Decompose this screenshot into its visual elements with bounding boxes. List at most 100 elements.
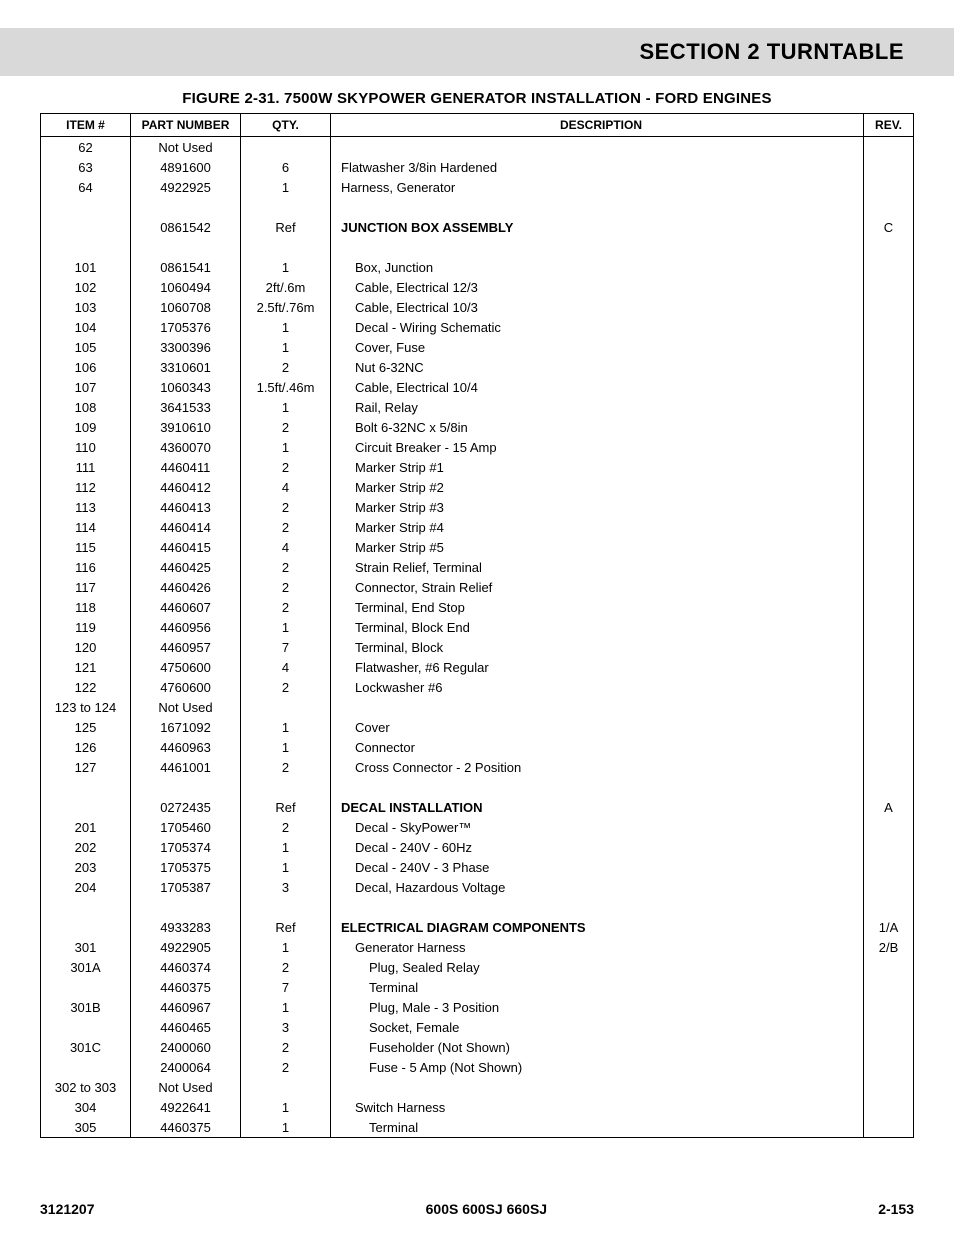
cell-item: 125	[41, 717, 131, 737]
cell-item: 106	[41, 357, 131, 377]
cell-rev	[864, 437, 914, 457]
table-row: 30544603751Terminal	[41, 1117, 914, 1138]
cell-desc: Plug, Sealed Relay	[331, 957, 864, 977]
cell-rev: 1/A	[864, 917, 914, 937]
cell-rev	[864, 957, 914, 977]
table-row: 10310607082.5ft/.76mCable, Electrical 10…	[41, 297, 914, 317]
cell-qty: 1	[241, 1117, 331, 1138]
table-row: 10417053761Decal - Wiring Schematic	[41, 317, 914, 337]
table-row: 10210604942ft/.6mCable, Electrical 12/3	[41, 277, 914, 297]
cell-part: 4460963	[131, 737, 241, 757]
cell-part: 1060494	[131, 277, 241, 297]
table-row: 11644604252Strain Relief, Terminal	[41, 557, 914, 577]
table-row	[41, 777, 914, 797]
cell-part: 4750600	[131, 657, 241, 677]
cell-rev	[864, 1097, 914, 1117]
cell-rev	[864, 157, 914, 177]
cell-part: 4922925	[131, 177, 241, 197]
cell-rev	[864, 277, 914, 297]
col-header-item: ITEM #	[41, 114, 131, 137]
cell-qty: 2	[241, 1057, 331, 1077]
cell-part: Not Used	[131, 1077, 241, 1097]
cell-qty: 4	[241, 537, 331, 557]
cell-qty: 1	[241, 857, 331, 877]
figure-title: FIGURE 2-31. 7500W SKYPOWER GENERATOR IN…	[40, 90, 914, 107]
cell-item: 109	[41, 417, 131, 437]
table-row: 62Not Used	[41, 137, 914, 158]
table-row: 6449229251Harness, Generator	[41, 177, 914, 197]
cell-desc: Decal - 240V - 60Hz	[331, 837, 864, 857]
cell-rev	[864, 597, 914, 617]
table-row	[41, 197, 914, 217]
table-row: 11244604124Marker Strip #2	[41, 477, 914, 497]
page: SECTION 2 TURNTABLE FIGURE 2-31. 7500W S…	[0, 0, 954, 1235]
cell-desc: ELECTRICAL DIAGRAM COMPONENTS	[331, 917, 864, 937]
cell-item: 115	[41, 537, 131, 557]
cell-desc: Terminal, Block End	[331, 617, 864, 637]
table-row: 12147506004Flatwasher, #6 Regular	[41, 657, 914, 677]
cell-desc: Cable, Electrical 12/3	[331, 277, 864, 297]
cell-rev	[864, 177, 914, 197]
cell-qty: 2	[241, 357, 331, 377]
parts-table-body: 62Not Used6348916006Flatwasher 3/8in Har…	[41, 137, 914, 1138]
cell-part: 4460426	[131, 577, 241, 597]
table-row: 10108615411Box, Junction	[41, 257, 914, 277]
cell-rev	[864, 617, 914, 637]
cell-part: 4460465	[131, 1017, 241, 1037]
cell-item: 120	[41, 637, 131, 657]
cell-part: 4460411	[131, 457, 241, 477]
table-row: 20217053741Decal - 240V - 60Hz	[41, 837, 914, 857]
cell-desc: Marker Strip #1	[331, 457, 864, 477]
cell-part: 1705376	[131, 317, 241, 337]
cell-item: 305	[41, 1117, 131, 1138]
cell-desc	[331, 1077, 864, 1097]
table-row: 11043600701Circuit Breaker - 15 Amp	[41, 437, 914, 457]
cell-item	[41, 1017, 131, 1037]
cell-qty	[241, 697, 331, 717]
cell-rev: 2/B	[864, 937, 914, 957]
cell-qty: Ref	[241, 917, 331, 937]
cell-rev	[864, 497, 914, 517]
cell-item	[41, 977, 131, 997]
cell-part: 4891600	[131, 157, 241, 177]
cell-qty: 2	[241, 677, 331, 697]
col-header-part: Part Number	[131, 114, 241, 137]
cell-desc: Box, Junction	[331, 257, 864, 277]
cell-qty: 1	[241, 1097, 331, 1117]
cell-desc: Nut 6-32NC	[331, 357, 864, 377]
cell-desc: Decal - SkyPower™	[331, 817, 864, 837]
cell-qty: 1	[241, 717, 331, 737]
cell-item: 110	[41, 437, 131, 457]
cell-desc: Socket, Female	[331, 1017, 864, 1037]
table-row: 10836415331Rail, Relay	[41, 397, 914, 417]
footer-center: 600S 600SJ 660SJ	[426, 1201, 547, 1217]
cell-desc: Terminal, Block	[331, 637, 864, 657]
cell-qty: 2	[241, 817, 331, 837]
footer-left: 3121207	[40, 1201, 95, 1217]
cell-part: 1705374	[131, 837, 241, 857]
table-row	[41, 237, 914, 257]
cell-part: 4460425	[131, 557, 241, 577]
cell-part: 3310601	[131, 357, 241, 377]
cell-part: 2400060	[131, 1037, 241, 1057]
cell-item: 127	[41, 757, 131, 777]
cell-part: 4460412	[131, 477, 241, 497]
cell-item: 62	[41, 137, 131, 158]
cell-part: 4360070	[131, 437, 241, 457]
cell-part: 4460957	[131, 637, 241, 657]
table-row: 12644609631Connector	[41, 737, 914, 757]
cell-desc	[331, 137, 864, 158]
cell-part: 2400064	[131, 1057, 241, 1077]
cell-rev	[864, 337, 914, 357]
cell-desc: Terminal	[331, 977, 864, 997]
cell-desc: Terminal, End Stop	[331, 597, 864, 617]
cell-item: 119	[41, 617, 131, 637]
table-row: 301B44609671Plug, Male - 3 Position	[41, 997, 914, 1017]
cell-item: 301	[41, 937, 131, 957]
table-row: 4933283RefELECTRICAL DIAGRAM COMPONENTS1…	[41, 917, 914, 937]
cell-item: 111	[41, 457, 131, 477]
cell-qty: 2	[241, 957, 331, 977]
cell-part: 4460415	[131, 537, 241, 557]
cell-rev	[864, 257, 914, 277]
cell-desc: Connector, Strain Relief	[331, 577, 864, 597]
